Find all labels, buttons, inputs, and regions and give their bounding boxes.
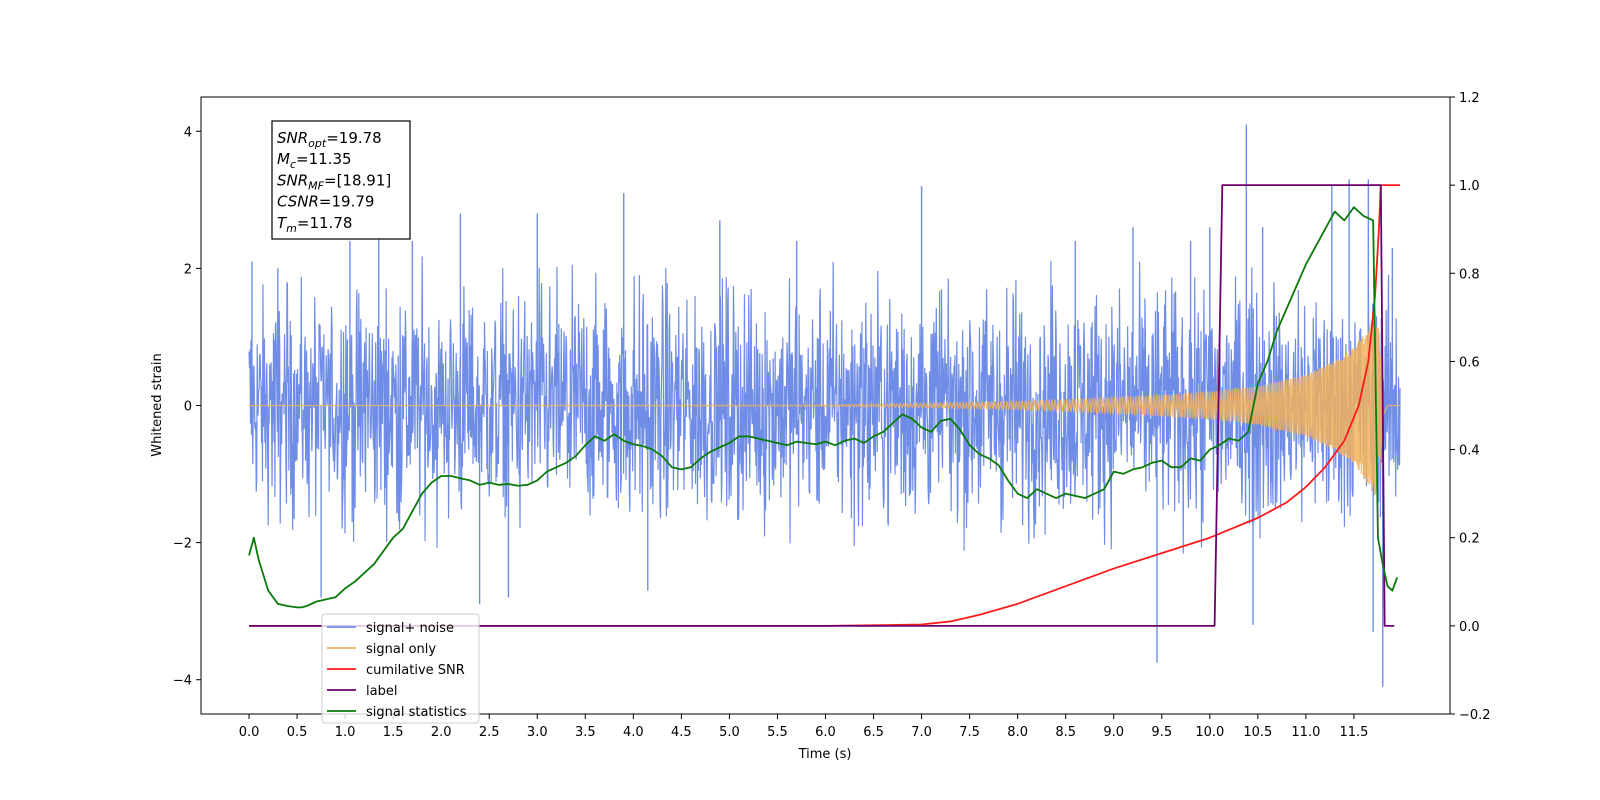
- series-signal-statistics-line: [248, 206, 1399, 609]
- x-tick-label: 8.5: [1055, 725, 1076, 740]
- legend-label: label: [366, 684, 397, 699]
- x-tick-label: 5.0: [719, 725, 740, 740]
- plot-area: [248, 124, 1401, 687]
- annotation-symbol: M: [277, 150, 290, 168]
- annotation-line: CSNR=19.79: [277, 193, 374, 211]
- legend-frame: [321, 613, 480, 724]
- x-tick-label: 9.0: [1103, 725, 1124, 740]
- annotation-line: SNRopt=19.78: [277, 129, 382, 150]
- annotation-subscript: opt: [308, 137, 327, 150]
- annotation-value: =11.35: [296, 150, 352, 168]
- x-tick-label: 4.5: [671, 725, 692, 740]
- annotation-symbol: T: [277, 214, 288, 232]
- x-tick-label: 2.0: [431, 725, 452, 740]
- x-tick-label: 4.0: [623, 725, 644, 740]
- y-tick-label: 0: [184, 400, 192, 415]
- annotation-line: Mc=11.35: [277, 150, 352, 171]
- series-signal-noise-peaks: [251, 124, 1394, 687]
- legend: signal+ noise signal only cumilative SNR la…: [321, 613, 480, 724]
- x-tick-label: 1.0: [335, 725, 356, 740]
- x-tick-label: 0.0: [239, 725, 260, 740]
- annotation-subscript: c: [290, 158, 296, 171]
- x-tick-label: 3.0: [527, 725, 548, 740]
- y-right-tick-label: 1.2: [1459, 91, 1480, 106]
- y-tick-label: 2: [184, 262, 192, 277]
- y-right-tick-label: 0.2: [1459, 532, 1480, 547]
- y-axis-right: −0.2 0.0 0.2 0.4 0.6 0.8 1.0 1.2: [1450, 91, 1491, 723]
- annotation-value: =11.78: [297, 214, 353, 232]
- y-right-tick-label: 0.6: [1459, 355, 1480, 370]
- y-tick-label: −2: [173, 537, 192, 552]
- y-axis-left: −4 −2 0 2 4: [173, 125, 201, 689]
- annotation-subscript: MF: [308, 179, 324, 192]
- annotation-frame: [271, 120, 411, 240]
- x-tick-label: 0.5: [287, 725, 308, 740]
- y-right-tick-label: 0.8: [1459, 267, 1480, 282]
- x-tick-label: 11.0: [1291, 725, 1320, 740]
- annotation-line: Tm=11.78: [277, 214, 352, 235]
- x-tick-label: 8.0: [1007, 725, 1028, 740]
- y-axis-title: Whitened strain: [150, 353, 165, 456]
- x-axis: 0.0 0.5 1.0 1.5 2.0 2.5 3.0 3.5 4.0 4.5 5.0 5.5 6.0 6…: [239, 714, 1368, 740]
- series-signal-only-line: [249, 313, 1401, 495]
- x-tick-label: 5.5: [767, 725, 788, 740]
- x-tick-label: 10.0: [1195, 725, 1224, 740]
- x-tick-label: 9.5: [1151, 725, 1172, 740]
- annotation-value: =[18.91]: [324, 171, 391, 189]
- annotation-symbol: SNR: [277, 129, 308, 147]
- legend-label: cumilative SNR: [366, 663, 465, 678]
- y-right-tick-label: 0.0: [1459, 620, 1480, 635]
- annotation-value: =19.79: [319, 193, 375, 211]
- x-tick-label: 1.5: [383, 725, 404, 740]
- y-tick-label: −4: [173, 674, 192, 689]
- legend-label: signal+ noise: [366, 621, 454, 636]
- annotation-symbol: SNR: [277, 171, 308, 189]
- x-tick-label: 6.0: [815, 725, 836, 740]
- x-tick-label: 3.5: [575, 725, 596, 740]
- x-tick-label: 2.5: [479, 725, 500, 740]
- x-axis-title: Time (s): [798, 747, 852, 762]
- x-tick-label: 11.5: [1339, 725, 1368, 740]
- annotation-box: SNRopt=19.78Mc=11.35SNRMF=[18.91]CSNR=19…: [271, 120, 411, 240]
- annotation-subscript: m: [286, 222, 297, 235]
- y-right-tick-label: −0.2: [1459, 708, 1491, 723]
- series-label-line: [249, 184, 1395, 627]
- legend-label: signal only: [366, 642, 436, 657]
- x-tick-label: 10.5: [1243, 725, 1272, 740]
- annotation-value: =19.78: [326, 129, 382, 147]
- y-right-tick-label: 0.4: [1459, 444, 1480, 459]
- legend-label: signal statistics: [366, 705, 467, 720]
- series-cumulative-snr-line: [249, 184, 1401, 627]
- series-signal-noise-line: [248, 256, 1401, 554]
- annotation-line: SNRMF=[18.91]: [277, 171, 391, 192]
- annotation-symbol: CSNR: [277, 193, 319, 211]
- x-tick-label: 6.5: [863, 725, 884, 740]
- x-tick-label: 7.0: [911, 725, 932, 740]
- y-tick-label: 4: [184, 125, 192, 140]
- y-right-tick-label: 1.0: [1459, 179, 1480, 194]
- x-tick-label: 7.5: [959, 725, 980, 740]
